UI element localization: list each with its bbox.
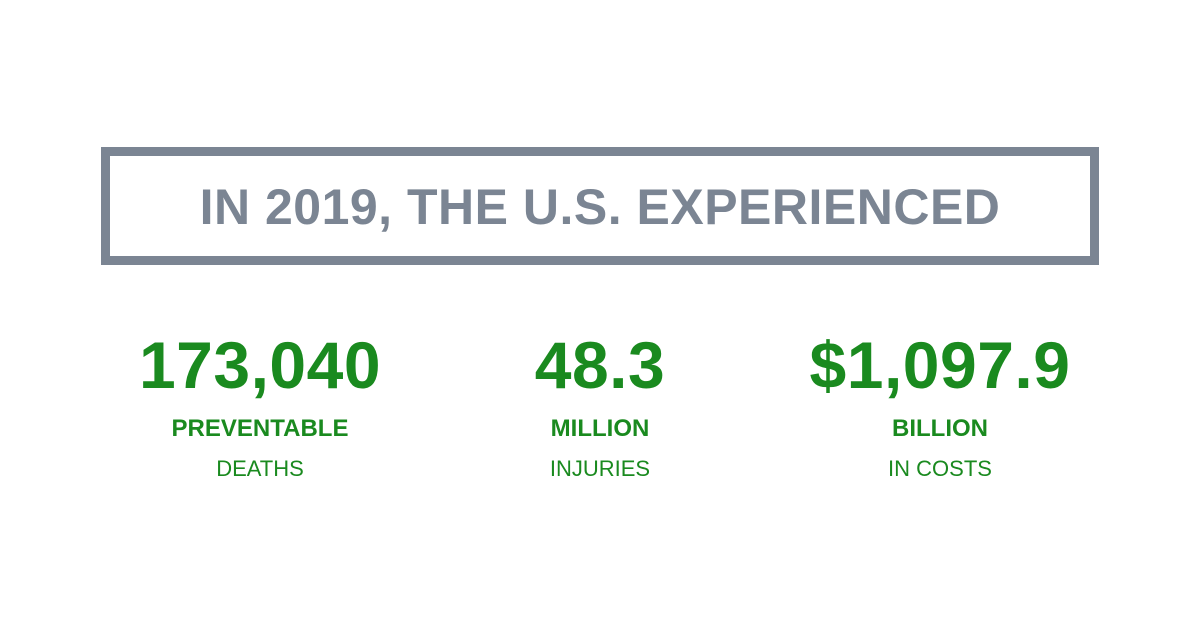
stat-unit: MILLION (550, 415, 650, 442)
headline-box: IN 2019, THE U.S. EXPERIENCED (101, 147, 1099, 265)
stat-number: 48.3 (534, 328, 666, 402)
stat-unit: PREVENTABLE (171, 415, 349, 442)
stats-row: 173,040 PREVENTABLE DEATHS 48.3 MILLION … (0, 332, 1200, 492)
stat-unit: BILLION (892, 415, 988, 442)
stat-description: INJURIES (549, 456, 651, 481)
stat-injuries: 48.3 MILLION INJURIES (420, 332, 780, 482)
stat-costs: $1,097.9 BILLION IN COSTS (760, 332, 1120, 482)
headline-text: IN 2019, THE U.S. EXPERIENCED (199, 179, 1001, 235)
stat-number: $1,097.9 (809, 328, 1071, 402)
stat-number: 173,040 (138, 328, 382, 402)
stat-preventable-deaths: 173,040 PREVENTABLE DEATHS (80, 332, 440, 482)
stat-description: IN COSTS (888, 456, 992, 481)
stat-description: DEATHS (216, 456, 304, 481)
